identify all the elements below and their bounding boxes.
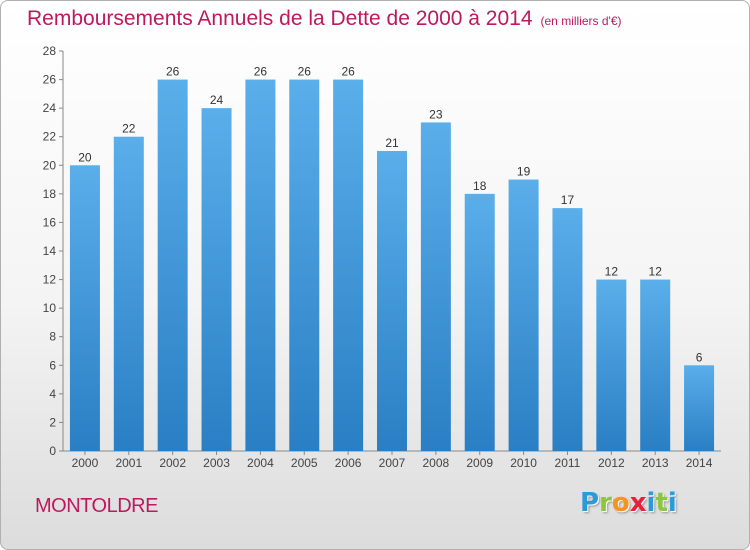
bar-value-label: 19: [517, 165, 531, 179]
logo-letter: P: [580, 488, 600, 518]
bar-value-label: 22: [122, 122, 136, 136]
bar-2010: [508, 179, 539, 452]
bar-value-label: 20: [78, 150, 92, 164]
y-tick-label: 28: [43, 44, 57, 58]
bar-value-label: 26: [166, 65, 180, 79]
bar-value-label: 23: [429, 107, 443, 121]
x-tick-label: 2010: [510, 456, 537, 470]
y-tick-label: 14: [43, 244, 57, 258]
bar-2013: [640, 279, 671, 451]
bar-value-label: 6: [696, 350, 703, 364]
bar-value-label: 26: [298, 65, 312, 79]
x-tick-label: 2000: [72, 456, 99, 470]
bar-2000: [69, 165, 100, 452]
bar-value-label: 26: [341, 65, 355, 79]
x-axis: 2000 2001 2002 2003 2004 2005 2006 2007 2008 2009…: [63, 450, 721, 470]
bar-2003: [201, 108, 232, 452]
x-tick-label: 2012: [598, 456, 625, 470]
y-tick-label: 26: [43, 73, 57, 87]
bar-2006: [333, 79, 364, 452]
bar-value-label: 26: [254, 65, 268, 79]
y-tick-label: 2: [49, 415, 56, 429]
proxiti-logo: Proxiti: [580, 488, 677, 518]
x-tick-label: 2002: [159, 456, 186, 470]
x-tick-label: 2011: [555, 456, 581, 470]
bar-value-label: 18: [473, 179, 487, 193]
x-tick-label: 2013: [642, 456, 669, 470]
y-tick-label: 6: [49, 358, 56, 372]
bar-value-label: 12: [649, 265, 663, 279]
unit-label: (en milliers d'€): [540, 14, 622, 28]
x-tick-label: 2008: [423, 456, 450, 470]
chart-title: Remboursements Annuels de la Dette de 20…: [27, 7, 622, 31]
bar-2008: [420, 122, 451, 451]
x-tick-label: 2009: [466, 456, 493, 470]
logo-letter: i: [667, 488, 677, 518]
y-tick-label: 4: [49, 387, 56, 401]
y-tick-label: 10: [43, 301, 57, 315]
x-tick-label: 2004: [247, 456, 274, 470]
bar-2004: [245, 79, 276, 452]
y-tick-label: 12: [43, 273, 57, 287]
logo-letter: r: [599, 488, 612, 518]
y-tick-label: 16: [43, 215, 57, 229]
title-text: Remboursements Annuels de la Dette de 20…: [27, 7, 533, 30]
bar-value-label: 21: [385, 136, 399, 150]
y-tick-label: 20: [43, 158, 57, 172]
bar-labels: 20 22 26 24 26 26 26 21 23 18 19 17 12 12 6: [78, 65, 702, 365]
bar-2007: [377, 151, 407, 451]
bar-2009: [464, 193, 495, 451]
y-tick-label: 22: [43, 130, 57, 144]
x-tick-label: 2006: [335, 456, 362, 470]
x-tick-label: 2001: [115, 456, 142, 470]
bar-2012: [596, 279, 627, 451]
x-tick-label: 2014: [686, 456, 713, 470]
logo-letter: t: [655, 488, 668, 518]
logo-letter: i: [646, 488, 656, 518]
bar-2011: [552, 208, 583, 451]
bar-2002: [157, 79, 188, 452]
bars: [69, 79, 715, 452]
logo-letter: o: [611, 488, 630, 518]
x-tick-label: 2003: [203, 456, 230, 470]
bar-value-label: 17: [561, 193, 575, 207]
x-tick-label: 2007: [379, 456, 406, 470]
bar-2005: [289, 79, 320, 452]
y-tick-label: 0: [49, 444, 56, 458]
bar-2001: [113, 136, 144, 451]
bar-2014: [684, 365, 715, 451]
y-tick-label: 8: [49, 330, 56, 344]
logo-letter: x: [629, 488, 647, 518]
y-tick-label: 24: [43, 101, 57, 115]
bar-value-label: 24: [210, 93, 224, 107]
x-tick-label: 2005: [291, 456, 318, 470]
y-tick-label: 18: [43, 187, 57, 201]
bar-value-label: 12: [605, 265, 619, 279]
commune-name: MONTOLDRE: [35, 495, 158, 517]
